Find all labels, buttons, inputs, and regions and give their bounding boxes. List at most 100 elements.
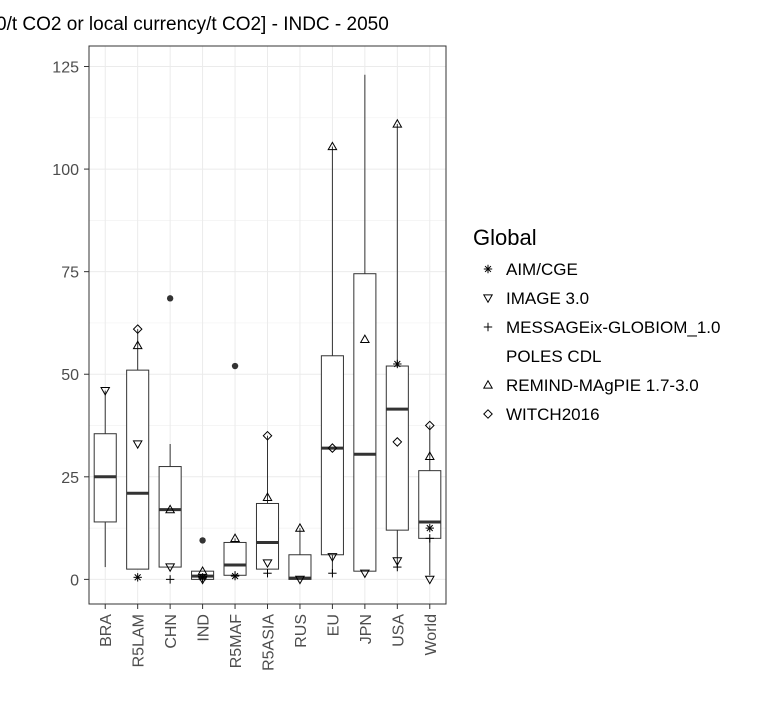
box-eu: [320, 146, 344, 574]
data-point: [263, 569, 272, 578]
data-point: [197, 565, 208, 575]
data-point: [327, 141, 338, 151]
data-point: [294, 522, 306, 532]
data-point: [165, 575, 175, 584]
data-point: [328, 569, 337, 578]
x-tick-label: IND: [196, 614, 213, 642]
legend-title: Global: [473, 225, 537, 250]
box-usa: [385, 123, 409, 568]
y-tick-label: 0: [70, 572, 79, 589]
legend-item: IMAGE 3.0: [482, 289, 589, 308]
legend-item: WITCH2016: [483, 405, 600, 424]
x-tick-label: CHN: [163, 614, 180, 649]
data-point: [132, 340, 143, 350]
data-point: [100, 386, 111, 396]
x-tick-label: RUS: [293, 614, 310, 648]
outlier-point: [231, 362, 239, 370]
box-iqr: [255, 502, 280, 570]
data-point: [393, 562, 402, 572]
box-iqr: [288, 554, 312, 580]
box-r5asia: [255, 435, 280, 574]
data-point: [327, 553, 338, 563]
box-chn: [158, 295, 182, 568]
box-r5lam: [126, 329, 150, 570]
data-point: [165, 504, 176, 514]
outlier-point: [199, 537, 206, 544]
data-point: [327, 443, 338, 453]
legend-item: AIM/CGE: [483, 260, 578, 279]
data-point: [393, 359, 402, 369]
box-iqr: [223, 541, 247, 576]
box-r5maf: [223, 362, 247, 576]
legend-label: WITCH2016: [506, 405, 600, 424]
legend-item: REMIND-MAgPIE 1.7-3.0: [482, 376, 699, 395]
data-point: [359, 334, 370, 344]
x-tick-label: R5LAM: [131, 614, 148, 667]
y-tick-label: 50: [61, 367, 79, 384]
box-iqr: [126, 369, 150, 570]
legend-label: POLES CDL: [506, 347, 601, 366]
data-point: [133, 573, 142, 582]
y-tick-label: 25: [61, 470, 79, 487]
series-witch2016: [132, 324, 435, 453]
data-point: [262, 430, 273, 441]
x-tick-label: JPN: [358, 614, 375, 644]
data-point: [229, 533, 241, 543]
data-point: [262, 559, 273, 569]
data-point: [230, 571, 240, 580]
x-tick-label: USA: [390, 614, 407, 647]
series-remind-magpie-1-7-3-0: [132, 118, 435, 575]
x-tick-label: R5ASIA: [261, 614, 278, 671]
data-point: [424, 420, 435, 431]
data-point: [294, 575, 306, 585]
legend-label: MESSAGEix-GLOBIOM_1.0: [506, 318, 720, 337]
y-tick-label: 75: [61, 265, 79, 282]
legend-item: MESSAGEix-GLOBIOM_1.0: [483, 318, 720, 337]
y-tick-label: 100: [52, 162, 79, 179]
data-point: [359, 569, 370, 579]
box-iqr: [385, 365, 409, 531]
series-image-3-0: [100, 386, 435, 585]
x-tick-label: BRA: [98, 614, 115, 647]
data-point: [425, 523, 434, 533]
x-tick-label: EU: [325, 614, 342, 636]
data-point: [262, 492, 273, 501]
x-axis: BRA R5LAM CHN IND R5MAF R5ASIA RUS EU JPN USA Worl…: [98, 604, 440, 671]
box-rus: [288, 528, 312, 580]
data-point: [425, 534, 434, 543]
chart-title: 0/t CO2 or local currency/t CO2] - INDC …: [0, 14, 389, 35]
legend-items: AIM/CGE IMAGE 3.0 MESSAGEix-GLOBIOM_1.0 POL…: [482, 260, 720, 424]
legend-item: POLES CDL: [506, 347, 601, 366]
x-tick-label: World: [423, 614, 440, 656]
legend-label: AIM/CGE: [506, 260, 578, 279]
legend-key: [483, 264, 493, 274]
data-point: [424, 451, 435, 460]
x-tick-label: R5MAF: [228, 614, 245, 668]
legend-label: REMIND-MAgPIE 1.7-3.0: [506, 376, 699, 395]
plot-area: [88, 45, 447, 605]
box-jpn: [353, 74, 377, 572]
data-point: [132, 324, 143, 335]
y-tick-label: 125: [52, 60, 79, 77]
legend-key: [482, 379, 494, 389]
data-point: [392, 557, 403, 567]
box-iqr: [158, 466, 182, 568]
series-messageix-globiom-1-0: [165, 534, 434, 584]
legend-key: [482, 294, 494, 304]
data-point: [132, 440, 143, 450]
data-point: [392, 118, 403, 128]
legend: Global AIM/CGE IMAGE 3.0 MESSAGEix-GLOBIOM…: [473, 225, 720, 424]
legend-key: [483, 322, 493, 332]
data-point: [424, 575, 435, 585]
box-world: [418, 425, 442, 576]
box-iqr: [353, 273, 377, 572]
data-point: [392, 437, 403, 447]
box-bra: [93, 390, 117, 568]
legend-label: IMAGE 3.0: [506, 289, 589, 308]
outlier-point: [166, 295, 174, 302]
legend-key: [483, 409, 493, 419]
data-point: [198, 573, 207, 583]
box-iqr: [320, 355, 344, 556]
data-point: [165, 563, 176, 573]
